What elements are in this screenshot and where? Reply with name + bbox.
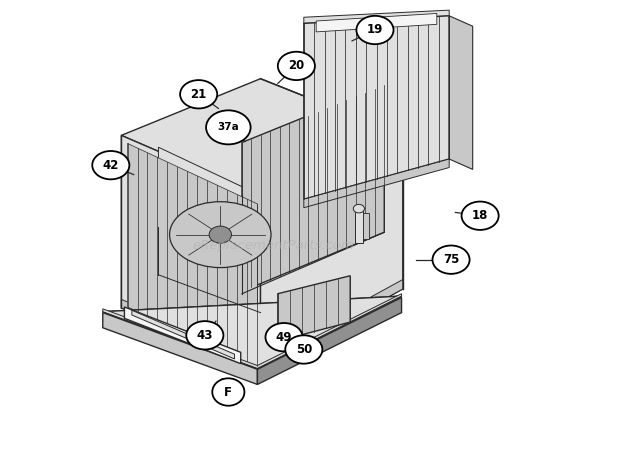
Polygon shape bbox=[316, 13, 437, 32]
Circle shape bbox=[278, 52, 315, 80]
Text: 43: 43 bbox=[197, 329, 213, 342]
Text: F: F bbox=[224, 385, 232, 399]
Circle shape bbox=[92, 151, 130, 179]
Ellipse shape bbox=[170, 202, 271, 268]
Polygon shape bbox=[449, 16, 472, 169]
Circle shape bbox=[461, 201, 498, 230]
Polygon shape bbox=[304, 159, 449, 208]
Polygon shape bbox=[132, 310, 234, 359]
Polygon shape bbox=[122, 136, 260, 367]
Circle shape bbox=[209, 226, 231, 243]
Text: 75: 75 bbox=[443, 253, 459, 266]
Text: eReplacementParts.com: eReplacementParts.com bbox=[192, 239, 354, 252]
Text: 50: 50 bbox=[296, 343, 312, 356]
Polygon shape bbox=[278, 276, 350, 341]
Polygon shape bbox=[159, 147, 260, 275]
Polygon shape bbox=[128, 144, 257, 366]
Polygon shape bbox=[125, 307, 241, 364]
Text: 42: 42 bbox=[103, 159, 119, 172]
Circle shape bbox=[186, 321, 223, 349]
Circle shape bbox=[265, 323, 303, 351]
Polygon shape bbox=[355, 209, 363, 243]
Polygon shape bbox=[363, 213, 369, 239]
Polygon shape bbox=[304, 16, 449, 199]
Ellipse shape bbox=[353, 204, 365, 213]
Polygon shape bbox=[257, 298, 402, 384]
Text: 20: 20 bbox=[288, 59, 304, 73]
Polygon shape bbox=[122, 280, 403, 367]
Text: 49: 49 bbox=[276, 331, 292, 344]
Polygon shape bbox=[260, 136, 403, 367]
Polygon shape bbox=[304, 10, 449, 23]
Text: 21: 21 bbox=[190, 88, 207, 101]
Circle shape bbox=[285, 335, 322, 364]
Text: 18: 18 bbox=[472, 209, 489, 222]
Text: 19: 19 bbox=[367, 24, 383, 36]
Polygon shape bbox=[103, 313, 257, 384]
Polygon shape bbox=[103, 296, 402, 368]
Circle shape bbox=[206, 110, 250, 145]
Circle shape bbox=[356, 16, 394, 44]
Circle shape bbox=[180, 80, 217, 109]
Polygon shape bbox=[103, 294, 402, 368]
Polygon shape bbox=[242, 85, 384, 292]
Polygon shape bbox=[122, 79, 403, 195]
Polygon shape bbox=[103, 296, 402, 368]
Ellipse shape bbox=[212, 378, 244, 406]
Text: 37a: 37a bbox=[218, 122, 239, 132]
Circle shape bbox=[433, 246, 469, 274]
